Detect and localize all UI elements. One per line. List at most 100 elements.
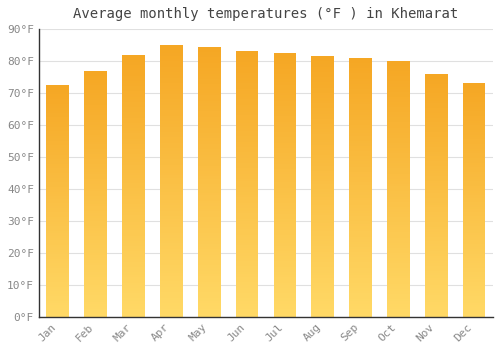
Bar xyxy=(312,108,334,111)
Bar xyxy=(349,203,372,205)
Bar xyxy=(122,120,145,123)
Bar xyxy=(236,216,258,219)
Bar xyxy=(236,80,258,83)
Bar xyxy=(122,246,145,248)
Bar xyxy=(46,215,69,217)
Bar xyxy=(46,136,69,138)
Bar xyxy=(312,184,334,187)
Bar xyxy=(463,307,485,310)
Bar xyxy=(84,290,107,292)
Bar xyxy=(274,227,296,230)
Bar xyxy=(236,131,258,134)
Bar xyxy=(425,142,448,144)
Bar xyxy=(387,278,410,281)
Bar xyxy=(236,83,258,86)
Bar xyxy=(387,186,410,189)
Bar xyxy=(122,272,145,275)
Bar xyxy=(122,293,145,296)
Bar xyxy=(274,79,296,82)
Bar xyxy=(84,214,107,216)
Bar xyxy=(84,105,107,107)
Bar xyxy=(46,205,69,208)
Bar xyxy=(46,157,69,159)
Bar xyxy=(46,210,69,212)
Bar xyxy=(122,131,145,133)
Bar xyxy=(46,148,69,150)
Bar xyxy=(274,106,296,108)
Bar xyxy=(274,159,296,161)
Bar xyxy=(349,112,372,115)
Bar xyxy=(349,177,372,180)
Bar xyxy=(198,141,220,144)
Bar xyxy=(46,275,69,278)
Bar xyxy=(84,184,107,186)
Bar xyxy=(84,152,107,154)
Bar xyxy=(312,111,334,113)
Bar xyxy=(236,152,258,155)
Bar xyxy=(84,142,107,145)
Bar xyxy=(84,250,107,253)
Bar xyxy=(312,145,334,147)
Bar xyxy=(349,78,372,81)
Bar xyxy=(274,290,296,293)
Bar xyxy=(312,283,334,286)
Bar xyxy=(236,118,258,120)
Bar xyxy=(236,303,258,306)
Bar xyxy=(425,105,448,108)
Bar xyxy=(463,303,485,305)
Bar xyxy=(425,161,448,164)
Bar xyxy=(463,132,485,135)
Bar xyxy=(46,226,69,229)
Bar xyxy=(236,264,258,266)
Bar xyxy=(46,182,69,185)
Bar xyxy=(46,108,69,111)
Bar xyxy=(425,159,448,161)
Bar xyxy=(274,61,296,64)
Bar xyxy=(274,92,296,95)
Bar xyxy=(274,174,296,177)
Bar xyxy=(312,304,334,306)
Bar xyxy=(349,146,372,148)
Bar xyxy=(84,228,107,231)
Bar xyxy=(160,265,182,268)
Bar xyxy=(387,135,410,138)
Bar xyxy=(274,264,296,267)
Bar xyxy=(160,146,182,148)
Bar xyxy=(425,273,448,275)
Bar xyxy=(425,249,448,251)
Bar xyxy=(274,211,296,214)
Bar xyxy=(84,267,107,270)
Bar xyxy=(312,75,334,77)
Bar xyxy=(463,265,485,268)
Bar xyxy=(46,254,69,257)
Bar xyxy=(236,89,258,91)
Bar xyxy=(463,142,485,144)
Bar xyxy=(122,304,145,306)
Bar xyxy=(387,130,410,133)
Bar xyxy=(463,139,485,142)
Bar xyxy=(198,257,220,260)
Bar xyxy=(274,214,296,217)
Bar xyxy=(349,143,372,146)
Bar xyxy=(46,184,69,187)
Bar xyxy=(84,260,107,262)
Bar xyxy=(46,145,69,148)
Bar xyxy=(274,253,296,256)
Bar xyxy=(349,167,372,169)
Bar xyxy=(387,140,410,143)
Bar xyxy=(84,314,107,317)
Bar xyxy=(84,309,107,312)
Bar xyxy=(349,224,372,226)
Bar xyxy=(387,161,410,163)
Bar xyxy=(198,184,220,187)
Bar xyxy=(198,314,220,317)
Bar xyxy=(425,166,448,169)
Bar xyxy=(236,253,258,256)
Bar xyxy=(236,97,258,99)
Bar xyxy=(425,203,448,205)
Bar xyxy=(122,94,145,97)
Bar xyxy=(46,229,69,231)
Bar xyxy=(425,244,448,246)
Bar xyxy=(84,203,107,206)
Bar xyxy=(425,93,448,96)
